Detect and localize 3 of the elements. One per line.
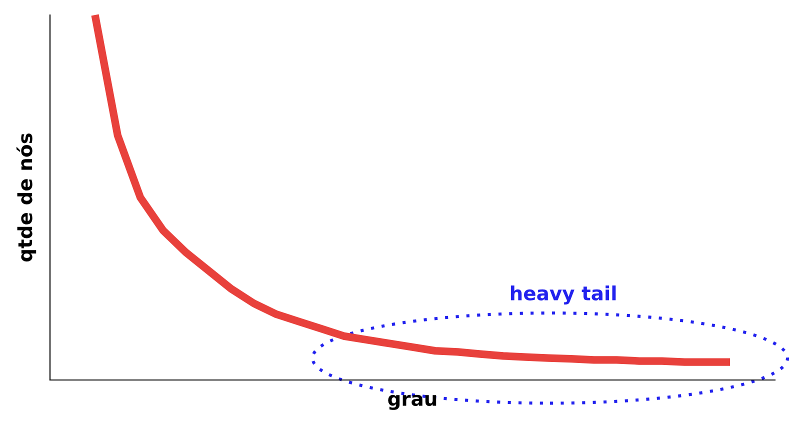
x-axis-title: grau: [388, 394, 436, 410]
annotation: heavy tail: [510, 285, 616, 304]
y-axis-title: qtde de nós: [16, 134, 36, 262]
